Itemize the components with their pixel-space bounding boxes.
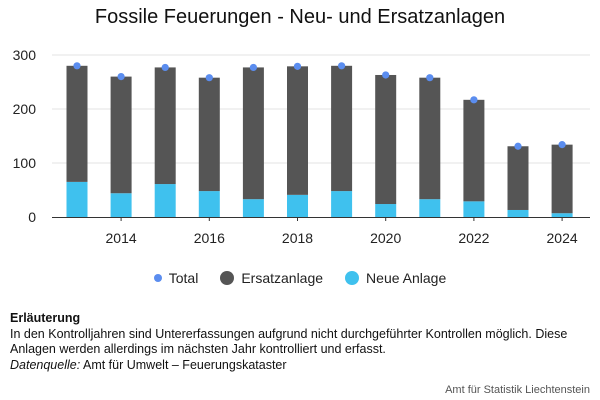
bar-ersatzanlage-2013[interactable] (66, 65, 88, 182)
bar-ersatzanlage-2014[interactable] (110, 76, 132, 194)
total-marker-2020[interactable] (382, 71, 390, 79)
bar-neue-anlage-2023[interactable] (507, 209, 529, 217)
total-marker-2018[interactable] (293, 62, 302, 70)
footer-credit: Amt für Statistik Liechtenstein (445, 384, 590, 396)
total-marker-2022[interactable] (470, 96, 478, 104)
x-tick-label: 2016 (194, 230, 225, 246)
source-line: Datenquelle: Amt für Umwelt – Feuerungsk… (10, 358, 595, 374)
bar-ersatzanlage-2015[interactable] (154, 67, 176, 185)
bar-neue-anlage-2014[interactable] (110, 193, 132, 217)
total-marker-2023[interactable] (514, 142, 522, 150)
grid-lines (52, 54, 590, 164)
x-tick-label: 2022 (458, 230, 489, 246)
chart-title: Fossile Feuerungen - Neu- und Ersatzanla… (94, 6, 506, 28)
total-marker-2013[interactable] (73, 62, 81, 70)
total-marker-2017[interactable] (249, 63, 257, 72)
total-marker-2024[interactable] (558, 141, 566, 149)
y-tick-label: 0 (28, 209, 36, 225)
bar-neue-anlage-2024[interactable] (551, 213, 573, 217)
bar-neue-anlage-2016[interactable] (198, 191, 220, 217)
bar-ersatzanlage-2020[interactable] (375, 74, 397, 205)
legend-ersatzanlage-label: Ersatzanlage (241, 270, 324, 286)
x-tick-label: 2018 (282, 230, 313, 246)
source-text: Amt für Umwelt – Feuerungskataster (80, 357, 287, 372)
bar-ersatzanlage-2016[interactable] (198, 77, 220, 192)
x-tick-label: 2014 (106, 230, 137, 246)
bar-ersatzanlage-2022[interactable] (463, 99, 485, 202)
bars (66, 65, 573, 217)
legend-neue-anlage-marker (345, 271, 360, 285)
legend: Total Ersatzanlage Neue Anlage (0, 270, 600, 286)
bar-ersatzanlage-2017[interactable] (242, 67, 264, 200)
bar-ersatzanlage-2024[interactable] (551, 144, 573, 214)
chart-area: 0 100 200 300 2014 2016 2018 2020 2022 2024 (13, 47, 590, 246)
y-tick-label: 300 (13, 47, 37, 63)
bar-ersatzanlage-2018[interactable] (287, 66, 308, 195)
notes-block: Erläuterung In den Kontrolljahren sind U… (10, 311, 595, 373)
bar-neue-anlage-2018[interactable] (287, 194, 308, 217)
notes-text: In den Kontrolljahren sind Untererfassun… (10, 326, 568, 357)
source-label: Datenquelle: (10, 357, 81, 372)
legend-ersatzanlage-marker (220, 271, 235, 285)
x-tick-label: 2024 (547, 230, 578, 246)
notes-heading: Erläuterung (10, 311, 81, 325)
bar-neue-anlage-2020[interactable] (375, 204, 397, 217)
y-tick-label: 100 (13, 155, 37, 171)
legend-total-marker (153, 274, 162, 282)
bar-ersatzanlage-2023[interactable] (507, 146, 529, 210)
bar-neue-anlage-2021[interactable] (419, 199, 441, 217)
total-marker-2015[interactable] (161, 63, 169, 72)
total-markers (73, 62, 566, 150)
total-marker-2016[interactable] (205, 74, 213, 82)
total-marker-2021[interactable] (426, 74, 434, 82)
legend-item-total[interactable]: Total (153, 270, 199, 286)
bar-neue-anlage-2015[interactable] (154, 184, 176, 217)
bar-neue-anlage-2017[interactable] (242, 199, 264, 217)
x-tick-label: 2020 (370, 230, 401, 246)
bar-neue-anlage-2022[interactable] (463, 201, 485, 217)
bar-ersatzanlage-2019[interactable] (331, 65, 353, 192)
legend-item-neue-anlage[interactable]: Neue Anlage (345, 270, 446, 286)
axes: 0 100 200 300 2014 2016 2018 2020 2022 2024 (13, 47, 590, 246)
bar-neue-anlage-2013[interactable] (66, 181, 88, 217)
bar-neue-anlage-2019[interactable] (331, 191, 353, 217)
legend-neue-anlage-label: Neue Anlage (366, 270, 447, 286)
bar-ersatzanlage-2021[interactable] (419, 77, 441, 200)
legend-item-ersatzanlage[interactable]: Ersatzanlage (220, 270, 323, 286)
total-marker-2019[interactable] (338, 62, 346, 70)
legend-total-label: Total (168, 270, 199, 286)
y-tick-label: 200 (13, 101, 37, 117)
total-marker-2014[interactable] (117, 73, 125, 81)
